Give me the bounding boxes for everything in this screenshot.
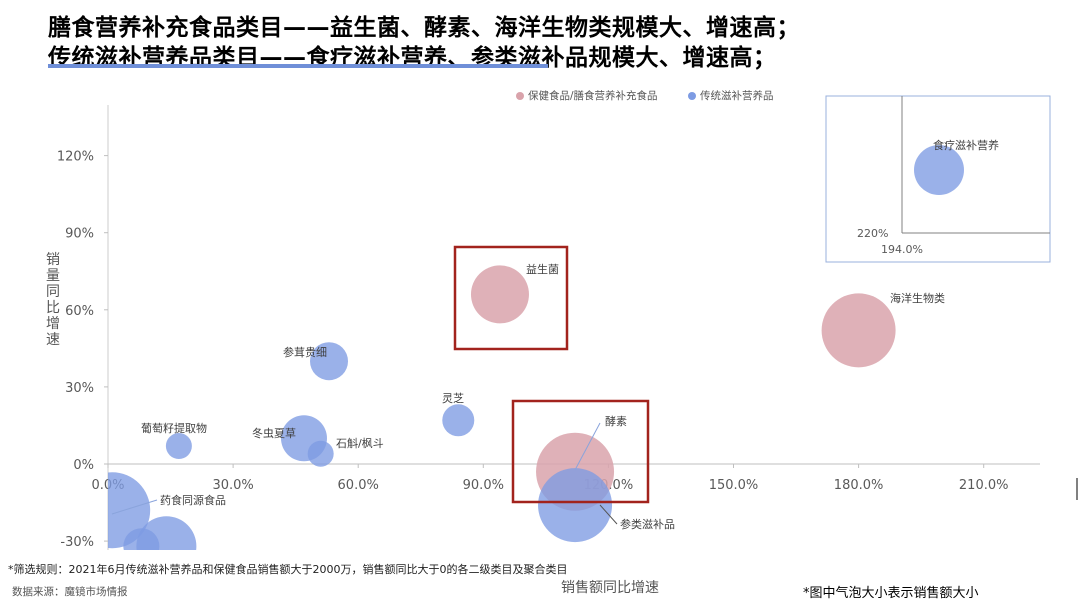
inset-bubble-label: 食疗滋补营养 [933,138,999,152]
bubble-label: 药食同源食品 [160,493,226,507]
bubble-益生菌 [470,265,529,324]
bubble-label: 葡萄籽提取物 [141,421,207,435]
bubble-灵芝 [442,404,475,437]
bubble-label: 灵芝 [442,392,464,405]
legend-label-supplements: 保健食品/膳食营养补充食品 [528,90,658,102]
inset-bubble [914,145,964,195]
y-axis-title: 销量同比增速 [46,252,60,348]
footnote-source: 数据来源：魔镜市场情报 [12,586,128,598]
bubble-label: 石斛/枫斗 [336,436,384,450]
x-tick-label: 90.0% [463,478,504,493]
x-axis-title: 销售额同比增速 [561,580,659,596]
highlight-box-probiotics [453,245,569,351]
bubble-unlabeled [123,528,160,550]
bubble-group [108,265,896,550]
leader-line-enzyme [574,422,601,471]
x-tick-label: 210.0% [959,478,1009,493]
legend-swatch-blue [688,91,696,100]
bubble-参茸贵细 [310,342,349,381]
legend-swatch-pink [516,91,524,100]
y-tick-label: 120% [57,150,94,165]
y-tick-label: 30% [65,381,94,396]
x-tick-label: 150.0% [709,478,759,493]
bubble-label: 冬虫夏草 [252,426,296,440]
legend-item-traditional: 传统滋补营养品 [688,88,774,103]
title-line-1: 膳食营养补充食品类目——益生菌、酵素、海洋生物类规模大、增速高； [48,15,800,41]
bubble-label: 参类滋补品 [620,517,675,531]
inset-x-value: 194.0% [881,243,923,256]
y-tick-label: 90% [65,227,94,242]
y-tick-label: -30% [60,535,94,550]
leader-line-ginseng [599,504,618,525]
x-tick-label: 60.0% [338,478,379,493]
legend-label-traditional: 传统滋补营养品 [700,90,774,102]
bubble-石斛/枫斗 [307,440,334,467]
y-tick-label: 60% [65,304,94,319]
leader-line-medicinal [111,499,158,515]
legend-item-supplements: 保健食品/膳食营养补充食品 [516,88,658,103]
y-tick-label: 0% [73,458,94,473]
bubble-label: 益生菌 [526,262,559,276]
bubble-label: 酵素 [605,415,627,428]
bubble-label: 参茸贵细 [283,345,327,359]
footnote-rule: *筛选规则：2021年6月传统滋补营养品和保健食品销售额大于2000万，销售额同… [8,563,568,576]
x-tick-label: 30.0% [212,478,253,493]
title-underline [48,64,548,68]
x-tick-label: 180.0% [834,478,884,493]
bubble-参类滋补品 [538,468,613,543]
bubble-葡萄籽提取物 [165,433,192,460]
inset-y-value: 220% [857,227,888,240]
bubble-label: 海洋生物类 [890,291,945,305]
highlight-box-enzyme [511,399,650,504]
footnote-bubble-size: *图中气泡大小表示销售额大小 [803,586,979,601]
bubble-海洋生物类 [821,293,896,368]
